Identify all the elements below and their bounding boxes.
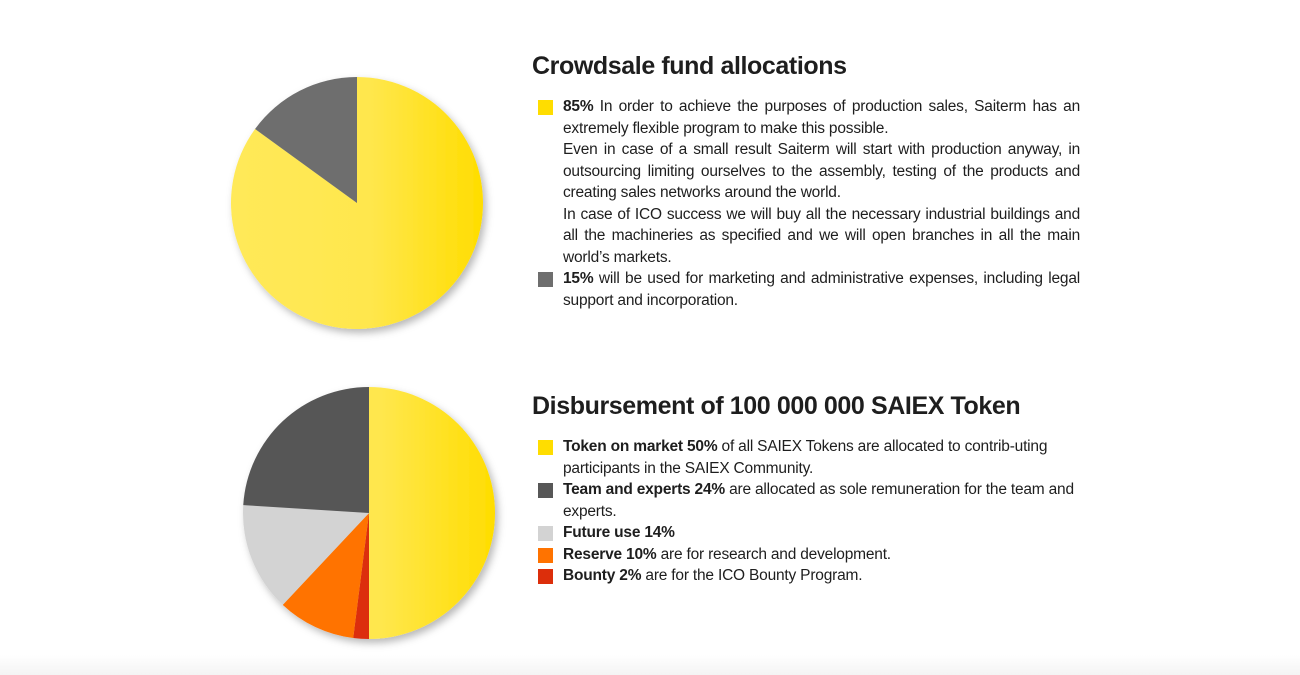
legend-swatch — [538, 569, 553, 584]
pie-slice-future-use — [243, 505, 369, 605]
legend-label: Bounty 2% — [563, 567, 642, 584]
legend-text: are for research and development. — [656, 545, 892, 563]
pie-slice-reserve — [282, 513, 369, 639]
legend-label: Reserve 10% — [563, 545, 657, 563]
pie-slice-15-percent — [255, 77, 357, 203]
legend-swatch — [538, 272, 553, 287]
legend-swatch — [538, 547, 553, 563]
legend-label: Team and experts 24% — [563, 481, 725, 498]
legend-paragraph: In case of ICO success we will buy all t… — [563, 205, 1080, 266]
legend-text: will be used for marketing and administr… — [563, 270, 1080, 309]
pie-slice-85-percent — [230, 77, 483, 329]
disbursement-legend: Token on market 50% of all SAIEX Tokens … — [532, 436, 1080, 587]
legend-item: Future use 14% — [532, 522, 1080, 544]
legend-item: Bounty 2% are for the ICO Bounty Program… — [532, 565, 1080, 587]
legend-text: In order to achieve the purposes of prod… — [563, 98, 1080, 137]
legend-text: are for the ICO Bounty Program. — [641, 567, 863, 584]
legend-item: Team and experts 24% are allocated as so… — [532, 479, 1080, 522]
pie-slice-bounty — [353, 513, 369, 639]
legend-label: Token on market 50% — [563, 438, 718, 455]
crowdsale-pie-chart — [230, 77, 483, 329]
legend-text: of all SAIEX Tokens are allocated to con… — [563, 438, 1048, 477]
disbursement-section: Disbursement of 100 000 000 SAIEX Token … — [532, 392, 1080, 587]
legend-item: 85% In order to achieve the purposes of … — [532, 96, 1080, 268]
token-disbursement-pie-chart — [243, 387, 495, 639]
pie-slice-team-and-experts — [243, 387, 369, 513]
legend-text: are allocated as sole remuneration for t… — [563, 481, 1074, 520]
legend-item: Token on market 50% of all SAIEX Tokens … — [532, 436, 1080, 479]
pie-slice-token-on-market — [369, 387, 495, 639]
legend-swatch — [538, 526, 553, 541]
legend-swatch — [538, 100, 553, 115]
disbursement-title: Disbursement of 100 000 000 SAIEX Token — [532, 392, 1021, 420]
legend-item: 15% will be used for marketing and admin… — [532, 268, 1080, 311]
crowdsale-title: Crowdsale fund allocations — [532, 52, 847, 80]
legend-swatch — [538, 483, 553, 498]
crowdsale-legend: 85% In order to achieve the purposes of … — [532, 96, 1080, 311]
legend-percent: 15% — [563, 270, 594, 287]
legend-label: Future use 14% — [563, 524, 675, 541]
legend-paragraph: Even in case of a small result Saiterm w… — [563, 141, 1080, 201]
legend-percent: 85% — [563, 98, 594, 115]
legend-item: Reserve 10% are for research and develop… — [532, 544, 1080, 566]
legend-swatch — [538, 440, 553, 455]
crowdsale-section: Crowdsale fund allocations 85% In order … — [532, 52, 1080, 311]
